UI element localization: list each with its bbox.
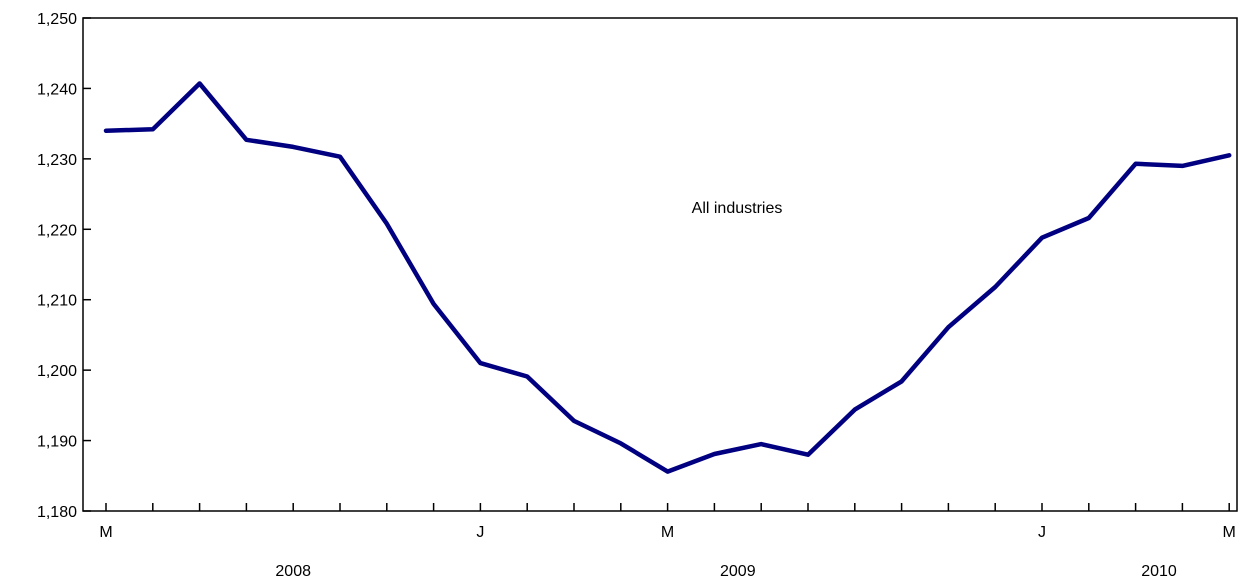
y-tick-label: 1,200 [37, 363, 77, 380]
y-tick-label: 1,230 [37, 152, 77, 169]
x-year-label: 2009 [720, 563, 756, 580]
y-tick-label: 1,190 [37, 434, 77, 451]
x-month-label: J [476, 524, 484, 541]
series-line-all-industries [103, 81, 1232, 474]
x-month-label: J [1038, 524, 1046, 541]
y-tick-label: 1,250 [37, 11, 77, 28]
x-year-label: 2008 [275, 563, 311, 580]
y-tick-label: 1,210 [37, 293, 77, 310]
plot-area-frame [82, 17, 1238, 512]
x-month-label: M [1223, 524, 1236, 541]
x-axis: M J M J M 2008 2009 2010 [99, 503, 1236, 580]
y-tick-label: 1,180 [37, 504, 77, 521]
y-tick-label: 1,220 [37, 222, 77, 239]
series-annotation: All industries [692, 200, 783, 217]
x-month-label: M [661, 524, 674, 541]
y-axis: 1,180 1,190 1,200 1,210 1,220 1,230 1,240 1,250 [37, 11, 91, 521]
x-month-label: M [99, 524, 112, 541]
x-year-label: 2010 [1141, 563, 1177, 580]
y-tick-label: 1,240 [37, 81, 77, 98]
